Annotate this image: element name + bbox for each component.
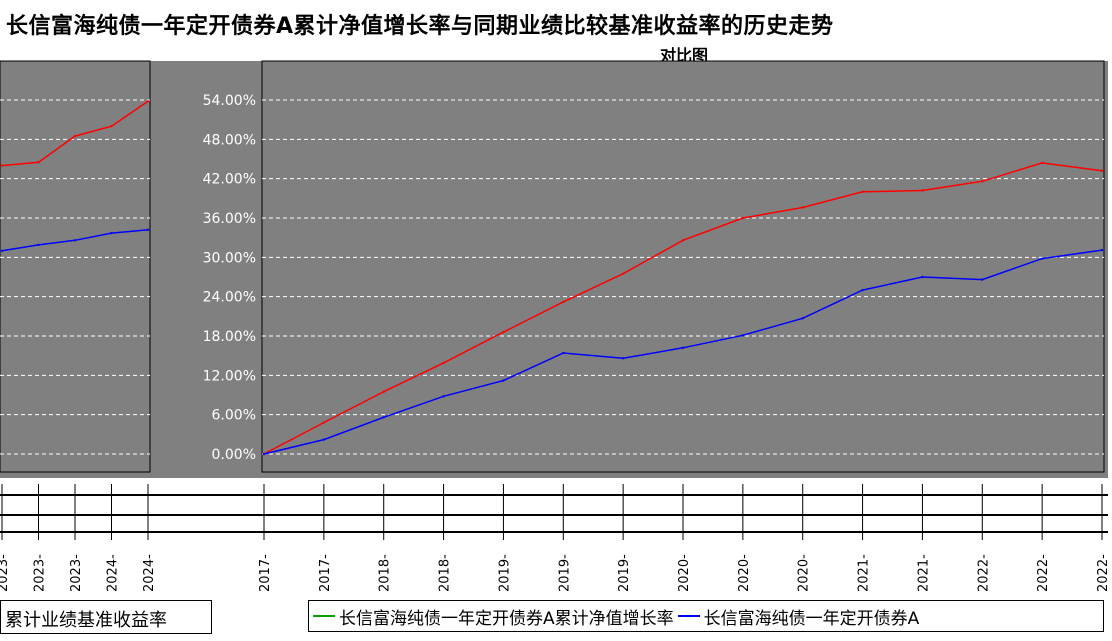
legend-left-box: 累计业绩基准收益率 bbox=[0, 600, 212, 634]
main-benchmark-point bbox=[382, 416, 385, 419]
sub-x-tick-label: 2024- bbox=[142, 554, 157, 592]
sub-fund-point bbox=[146, 100, 150, 103]
main-x-tick-label: 2021- bbox=[857, 554, 872, 592]
main-x-tick-label: 2019- bbox=[617, 554, 632, 592]
main-fund-point bbox=[1100, 169, 1104, 172]
main-x-tick-label: 2022- bbox=[1096, 554, 1111, 592]
y-tick-label: 54.00% bbox=[203, 93, 256, 109]
main-x-tick-label: 2017- bbox=[318, 554, 333, 592]
main-fund-point bbox=[861, 190, 864, 193]
chart-title-bar: 长信富海纯债一年定开债券A累计净值增长率与同期业绩比较基准收益率的历史走势 bbox=[0, 6, 1112, 44]
sub-x-tick-label: 2024- bbox=[106, 554, 121, 592]
main-fund-line bbox=[263, 162, 1103, 455]
legend-fund-swatch bbox=[313, 615, 335, 617]
main-x-tick-label: 2020- bbox=[737, 554, 752, 592]
sub-benchmark-point bbox=[73, 239, 77, 242]
sub-x-tick-label: 2023- bbox=[69, 554, 84, 592]
main-benchmark-point bbox=[262, 452, 266, 456]
main-benchmark-point bbox=[681, 346, 685, 349]
main-fund-point bbox=[442, 361, 445, 365]
chart-subtitle: 对比图 bbox=[660, 46, 709, 65]
sub-fund-point bbox=[73, 134, 77, 138]
main-fund-point bbox=[562, 300, 565, 304]
main-fund-point bbox=[382, 390, 385, 393]
main-benchmark-point bbox=[322, 438, 326, 441]
main-benchmark-point bbox=[801, 317, 804, 320]
sub-fund-point bbox=[37, 161, 40, 164]
sub-benchmark-point bbox=[110, 231, 113, 235]
y-tick-label: 42.00% bbox=[203, 172, 256, 188]
sub-fund-point bbox=[0, 164, 4, 167]
main-fund-point bbox=[981, 180, 984, 183]
main-benchmark-point bbox=[1040, 257, 1044, 260]
y-tick-label: 6.00% bbox=[212, 408, 256, 424]
main-fund-point bbox=[621, 272, 625, 275]
legend-benchmark-label: 长信富海纯债一年定开债券A bbox=[703, 608, 920, 629]
sub-fund-point bbox=[110, 125, 113, 128]
sub-plot-frame bbox=[0, 60, 151, 473]
main-x-tick-label: 2020- bbox=[677, 554, 692, 592]
y-tick-label: 18.00% bbox=[203, 329, 256, 345]
legend-fund-label: 长信富海纯债一年定开债券A累计净值增长率 bbox=[339, 608, 674, 629]
main-fund-point bbox=[502, 330, 505, 334]
main-benchmark-point bbox=[1100, 248, 1104, 252]
legend-left-label: 累计业绩基准收益率 bbox=[5, 610, 167, 631]
main-benchmark-line bbox=[263, 249, 1103, 455]
main-benchmark-point bbox=[621, 357, 625, 360]
plot-background bbox=[0, 61, 1108, 478]
y-tick-label: 48.00% bbox=[203, 132, 256, 148]
main-x-tick-label: 2022- bbox=[1036, 554, 1051, 592]
legend-right-box: 长信富海纯债一年定开债券A累计净值增长率 长信富海纯债一年定开债券A bbox=[308, 600, 1104, 632]
y-tick-label: 12.00% bbox=[203, 368, 256, 384]
main-x-tick-label: 2018- bbox=[438, 554, 453, 592]
main-x-tick-label: 2022- bbox=[976, 554, 991, 592]
main-benchmark-point bbox=[562, 351, 565, 355]
sub-benchmark-point bbox=[146, 228, 150, 231]
chart-title: 长信富海纯债一年定开债券A累计净值增长率与同期业绩比较基准收益率的历史走势 bbox=[6, 14, 834, 39]
main-fund-point bbox=[801, 206, 804, 209]
sub-benchmark-point bbox=[0, 249, 4, 252]
y-tick-label: 24.00% bbox=[203, 290, 256, 306]
main-x-tick-label: 2019- bbox=[497, 554, 512, 592]
main-x-tick-label: 2017- bbox=[258, 554, 273, 592]
main-fund-point bbox=[681, 239, 685, 242]
sub-fund-line bbox=[1, 100, 149, 167]
main-benchmark-point bbox=[442, 395, 445, 398]
main-fund-point bbox=[741, 216, 745, 220]
main-x-tick-label: 2021- bbox=[916, 554, 931, 592]
main-plot-frame bbox=[261, 60, 1105, 473]
legend-benchmark-swatch bbox=[677, 615, 700, 617]
main-fund-point bbox=[1040, 161, 1044, 165]
main-x-tick-label: 2018- bbox=[378, 554, 393, 592]
sub-benchmark-point bbox=[37, 243, 40, 247]
sub-x-tick-label: 2023- bbox=[0, 554, 11, 592]
main-x-tick-label: 2020- bbox=[797, 554, 812, 592]
main-x-tick-label: 2019- bbox=[557, 554, 572, 592]
y-tick-label: 36.00% bbox=[203, 211, 256, 227]
main-benchmark-point bbox=[502, 379, 505, 382]
main-benchmark-point bbox=[981, 278, 984, 281]
main-benchmark-point bbox=[921, 275, 924, 279]
main-fund-point bbox=[921, 189, 924, 192]
main-benchmark-point bbox=[861, 288, 864, 292]
y-tick-label: 0.00% bbox=[212, 447, 256, 463]
sub-x-tick-label: 2023- bbox=[33, 554, 48, 592]
main-fund-point bbox=[322, 421, 326, 424]
main-benchmark-point bbox=[741, 334, 745, 337]
y-tick-label: 30.00% bbox=[203, 250, 256, 266]
